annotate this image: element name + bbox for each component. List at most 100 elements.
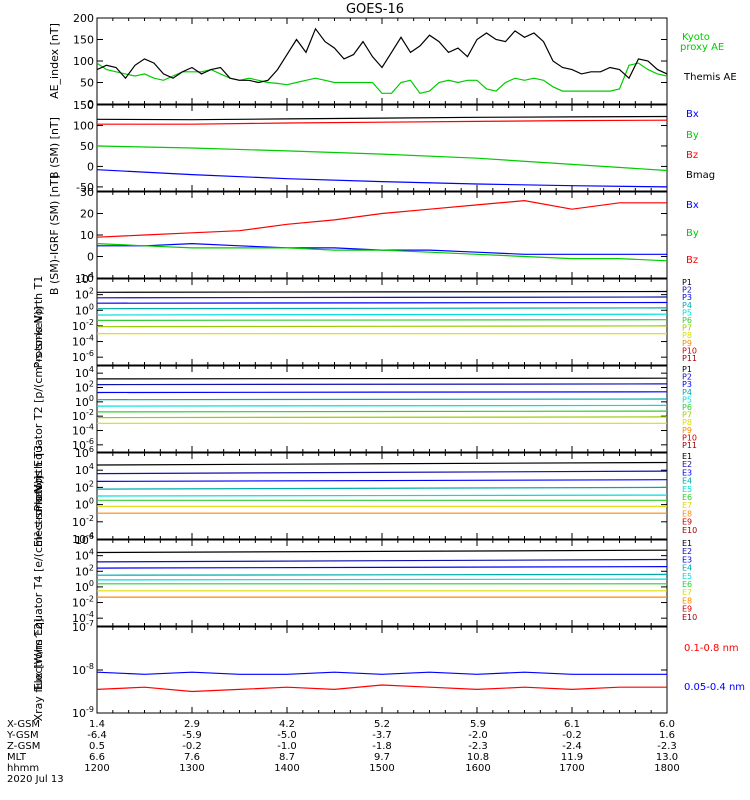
orbit-value: -5.9 <box>182 730 202 741</box>
legend-p10: P10 <box>682 433 697 442</box>
series-line-bx <box>97 242 667 255</box>
orbit-value: 6.6 <box>89 752 105 763</box>
panel-6: 106 104 102 100 10-2 10-4 Electrons North T3 <box>32 445 668 547</box>
orbit-row-label: Y-GSM <box>6 730 39 741</box>
series-line-by <box>97 145 667 172</box>
orbit-value: 6.0 <box>659 719 675 730</box>
series-line-p5 <box>97 404 667 407</box>
y-tick-label: 100 <box>73 55 94 68</box>
legend-e1: E1 <box>682 539 692 548</box>
series-line-p3 <box>97 301 667 304</box>
y-axis-label: B (SM) [nT] <box>48 117 61 179</box>
legend-p8: P8 <box>682 418 692 427</box>
y-tick-label: 10-6 <box>72 349 94 364</box>
y-tick-label: 104 <box>75 548 94 563</box>
y-tick-label: 102 <box>75 479 94 494</box>
series-line-0-1-0-8-nm <box>97 684 667 693</box>
y-tick-label: 106 <box>75 445 94 460</box>
series-line-p1 <box>97 290 667 293</box>
y-tick-label: 104 <box>75 271 94 286</box>
series-line-p7 <box>97 416 667 419</box>
legend-p6: P6 <box>682 403 692 412</box>
y-tick-label: 106 <box>75 532 94 547</box>
y-tick-label: 50 <box>80 77 94 90</box>
y-tick-label: 10-4 <box>72 610 94 625</box>
orbit-value: -2.4 <box>562 741 582 752</box>
series-line-p6 <box>97 410 667 413</box>
orbit-value: -2.3 <box>657 741 677 752</box>
y-axis-label: AE_index [nT] <box>48 23 61 99</box>
series-line-themis-ae <box>97 27 667 84</box>
series-line-p2 <box>97 296 667 299</box>
orbit-row-label: Z-GSM <box>7 741 40 752</box>
orbit-value: 1700 <box>559 763 584 774</box>
legend-p11: P11 <box>682 441 697 450</box>
legend-e9: E9 <box>682 605 692 614</box>
y-axis-label: B (SM)-IGRF (SM) [nT] <box>48 175 61 295</box>
legend-e10: E10 <box>682 526 697 535</box>
legend-p1: P1 <box>682 365 692 374</box>
legend-p3: P3 <box>682 380 692 389</box>
series-line-bz <box>97 119 667 125</box>
y-tick-label: 100 <box>75 394 94 409</box>
series-line-p5 <box>97 313 667 316</box>
legend-p2: P2 <box>682 373 692 382</box>
legend-e4: E4 <box>682 564 692 573</box>
series-line-e4 <box>97 573 667 576</box>
panel-frame <box>96 539 668 627</box>
orbit-value: 1400 <box>274 763 299 774</box>
legend-by: By <box>686 130 699 141</box>
legend-p6: P6 <box>682 316 692 325</box>
orbit-value: -0.2 <box>562 730 582 741</box>
y-tick-label: 30 <box>80 186 94 199</box>
orbit-value: 11.9 <box>561 752 583 763</box>
orbit-value: 9.7 <box>374 752 390 763</box>
series-line-bz <box>97 199 667 238</box>
legend-p5: P5 <box>682 395 692 404</box>
legend-kyoto: Kyoto <box>682 32 710 43</box>
orbit-value: 6.1 <box>564 719 580 730</box>
y-tick-label: 102 <box>75 380 94 395</box>
series-line-bx <box>97 169 667 188</box>
y-tick-label: 10-2 <box>72 595 94 610</box>
y-tick-label: 200 <box>73 12 94 25</box>
orbit-row-label: hhmm <box>7 763 39 774</box>
legend-e2: E2 <box>682 460 692 469</box>
y-axis-label: Protons North T1 <box>32 276 45 369</box>
orbit-value: -1.8 <box>372 741 392 752</box>
series-line-e5 <box>97 494 667 497</box>
series-line-e2 <box>97 558 667 563</box>
orbit-value: 0.5 <box>89 741 105 752</box>
legend-e7: E7 <box>682 501 692 510</box>
series-line-bmag <box>97 115 667 121</box>
panel-8: 10-7 10-8 10-9 Xray flux [W/m^2] <box>32 619 668 722</box>
y-tick-label: 10-6 <box>72 437 94 452</box>
legend-bz: Bz <box>686 255 698 266</box>
orbit-value: -3.7 <box>372 730 392 741</box>
orbit-value: 1.6 <box>659 730 675 741</box>
y-axis-label: Protons Equator T2 [p/(cm²-s-sr-keV)] <box>32 306 45 511</box>
orbit-value: 4.2 <box>279 719 295 730</box>
series-line-p7 <box>97 325 667 328</box>
y-tick-label: 100 <box>75 302 94 317</box>
y-tick-label: 10-4 <box>72 531 94 546</box>
orbit-value: 13.0 <box>656 752 678 763</box>
legend-e5: E5 <box>682 572 692 581</box>
y-tick-label: 50 <box>80 140 94 153</box>
panel-2: -50 0 50 100 150 B (SM) [nT] <box>48 99 668 194</box>
orbit-row-label: MLT <box>7 752 27 763</box>
orbit-value: 5.2 <box>374 719 390 730</box>
y-axis-label: Xray flux [W/m^2] <box>32 619 45 722</box>
orbit-value: 8.7 <box>279 752 295 763</box>
legend-by: By <box>686 228 699 239</box>
orbit-value: 1200 <box>84 763 109 774</box>
legend-e1: E1 <box>682 452 692 461</box>
legend-p10: P10 <box>682 346 697 355</box>
y-tick-label: 0 <box>87 251 94 264</box>
y-tick-label: 0 <box>87 98 94 111</box>
